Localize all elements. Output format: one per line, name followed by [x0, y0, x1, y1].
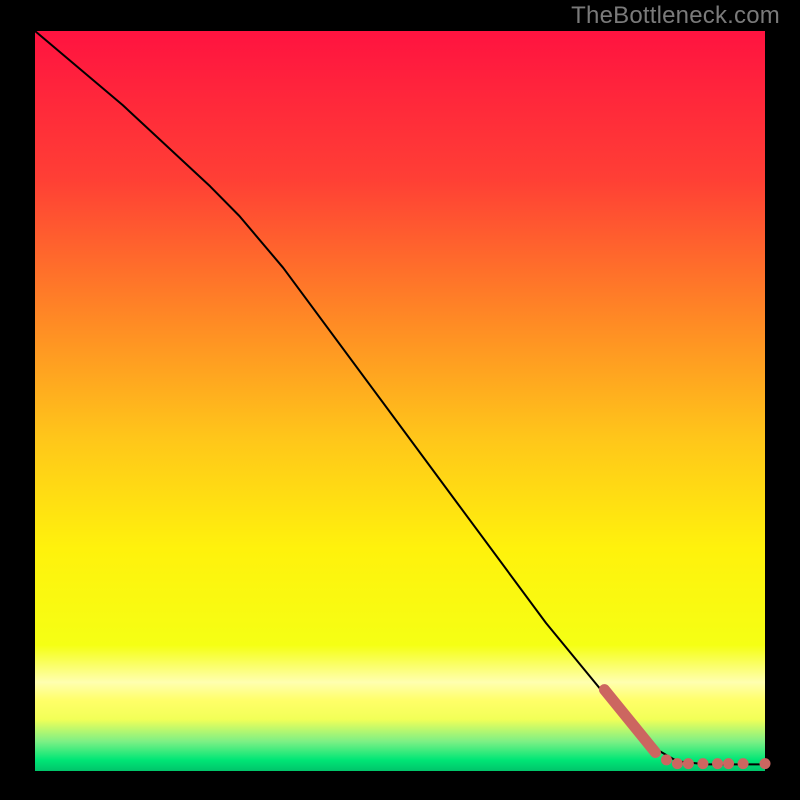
data-point — [712, 758, 723, 769]
watermark-text: TheBottleneck.com — [571, 2, 780, 30]
data-point — [672, 758, 683, 769]
bottleneck-chart — [0, 0, 800, 800]
data-point — [760, 758, 771, 769]
data-point — [683, 758, 694, 769]
data-point — [738, 758, 749, 769]
data-point — [661, 754, 672, 765]
plot-gradient-background — [35, 31, 765, 771]
chart-stage: TheBottleneck.com — [0, 0, 800, 800]
data-point — [723, 758, 734, 769]
data-point — [697, 758, 708, 769]
